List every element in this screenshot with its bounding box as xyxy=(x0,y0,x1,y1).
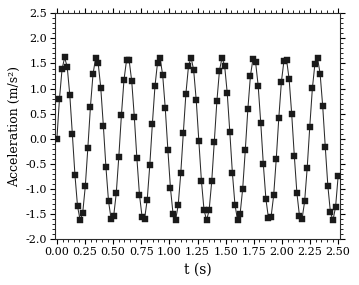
Y-axis label: Acceleration (m/s²): Acceleration (m/s²) xyxy=(8,66,21,187)
X-axis label: t (s): t (s) xyxy=(184,263,211,277)
